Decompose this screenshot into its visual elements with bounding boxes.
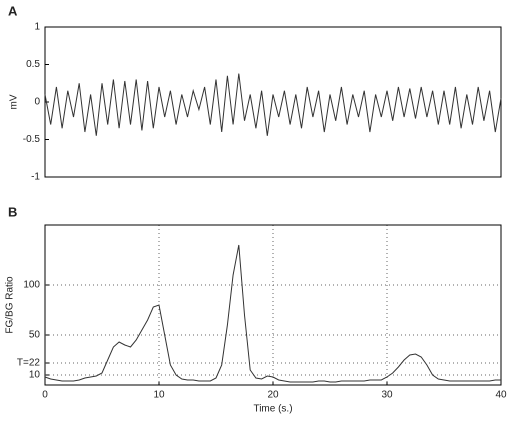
y-tick-label: 0 (34, 97, 40, 108)
x-tick-label: 30 (381, 390, 393, 401)
plot-frame (44, 224, 502, 386)
plot-frame (44, 26, 502, 178)
y-tick-label: 100 (23, 280, 40, 291)
y-axis-label: FG/BG Ratio (5, 276, 16, 334)
x-tick-label: 10 (153, 390, 165, 401)
panel-label: A (8, 3, 18, 18)
y-tick-label: 10 (29, 370, 41, 381)
line-series (44, 73, 502, 136)
y-tick-label: 1 (34, 22, 40, 33)
y-axis-label: mV (9, 94, 20, 109)
x-tick-label: 0 (42, 390, 48, 401)
panel-label: B (8, 204, 17, 219)
y-tick-label: 50 (29, 330, 41, 341)
line-series (44, 244, 501, 383)
x-tick-label: 20 (267, 390, 279, 401)
y-tick-label: -1 (31, 172, 40, 183)
y-tick-label: -0.5 (23, 134, 41, 145)
y-tick-label: T=22 (17, 358, 41, 369)
x-tick-label: 40 (495, 390, 507, 401)
x-axis-label: Time (s.) (253, 404, 292, 415)
y-tick-label: 0.5 (26, 59, 40, 70)
